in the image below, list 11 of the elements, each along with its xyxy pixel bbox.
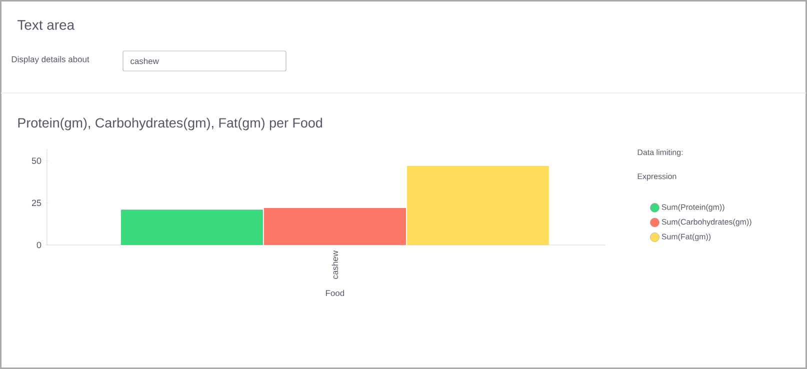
x-axis-title: Food	[326, 290, 344, 296]
y-tick-label: 0	[36, 242, 42, 248]
bar	[264, 208, 406, 245]
text: Text area	[18, 20, 75, 30]
chart-title: Protein(gm), Carbohydrates(gm), Fat(gm) per Food	[18, 118, 322, 130]
text: Display details about	[12, 56, 90, 64]
bar	[406, 166, 549, 245]
y-tick-label: 25	[32, 200, 42, 206]
text: cashew	[130, 58, 159, 64]
y-tick-label: 50	[32, 158, 42, 164]
bar	[120, 210, 263, 245]
